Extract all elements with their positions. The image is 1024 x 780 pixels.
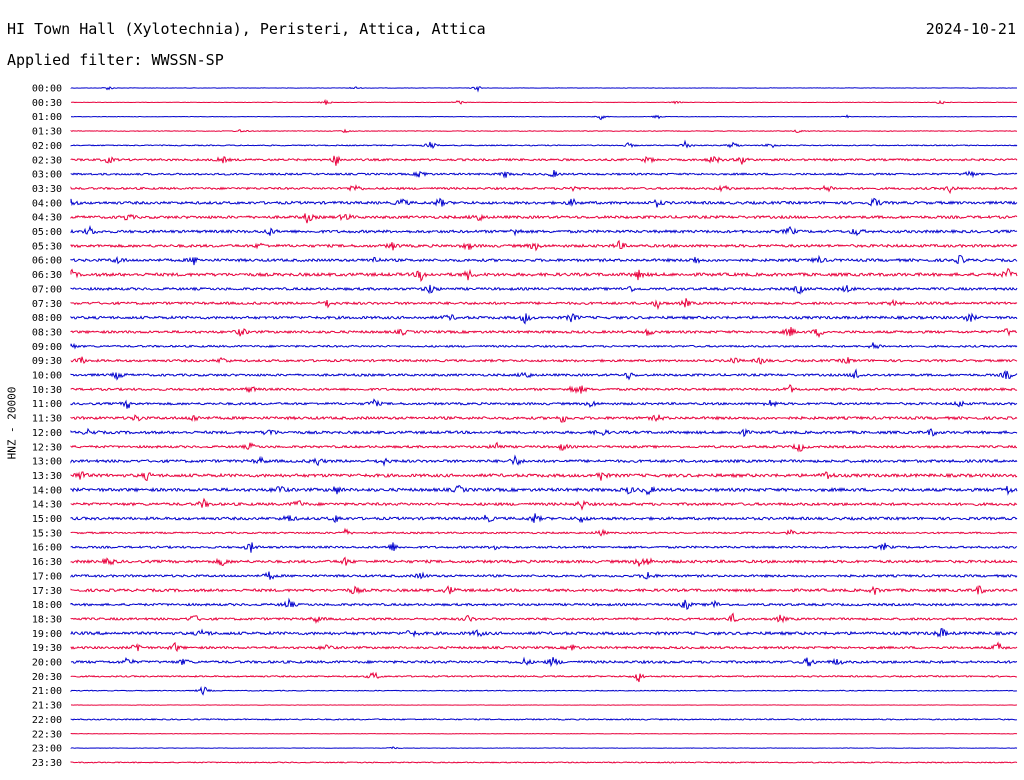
- time-tick-label: 10:00: [32, 371, 62, 382]
- seismogram-trace-0730: [70, 298, 1018, 311]
- seismogram-trace-1730: [70, 585, 1018, 595]
- seismogram-trace-1830: [70, 612, 1018, 624]
- time-tick-label: 22:00: [32, 715, 62, 726]
- time-tick-label: 12:30: [32, 442, 62, 453]
- seismogram-trace-0830: [70, 327, 1018, 339]
- seismogram-trace-1930: [70, 641, 1018, 653]
- time-tick-label: 17:00: [32, 571, 62, 582]
- seismogram-trace-2200: [70, 718, 1018, 721]
- seismogram-trace-0200: [70, 139, 1018, 149]
- time-tick-label: 14:30: [32, 500, 62, 511]
- time-tick-label: 04:00: [32, 198, 62, 209]
- time-tick-label: 07:30: [32, 299, 62, 310]
- seismogram-trace-0330: [70, 184, 1018, 195]
- time-tick-label: 18:30: [32, 614, 62, 625]
- seismogram-trace-1500: [70, 513, 1018, 524]
- time-tick-label: 21:30: [32, 701, 62, 712]
- time-tick-label: 08:30: [32, 327, 62, 338]
- seismogram-trace-0430: [70, 213, 1018, 224]
- time-tick-label: 03:30: [32, 184, 62, 195]
- time-tick-label: 13:30: [32, 471, 62, 482]
- seismogram-trace-0630: [70, 267, 1018, 282]
- time-tick-label: 05:30: [32, 241, 62, 252]
- time-tick-label: 20:30: [32, 672, 62, 683]
- seismogram-trace-0530: [70, 239, 1018, 252]
- seismogram-trace-0900: [70, 342, 1018, 350]
- seismogram-trace-0030: [70, 99, 1018, 105]
- time-tick-label: 01:30: [32, 127, 62, 138]
- date-label: 2024-10-21: [925, 20, 1016, 38]
- seismogram-trace-2100: [70, 685, 1018, 696]
- seismogram-trace-0600: [70, 254, 1018, 266]
- time-tick-label: 07:00: [32, 284, 62, 295]
- station-title: HI Town Hall (Xylotechnia), Peristeri, A…: [7, 20, 486, 38]
- seismogram-trace-2000: [70, 656, 1018, 668]
- seismogram-trace-1030: [70, 383, 1018, 395]
- filter-label: Applied filter: WWSSN-SP: [7, 51, 224, 69]
- time-tick-label: 21:00: [32, 686, 62, 697]
- time-tick-label: 00:30: [32, 98, 62, 109]
- time-tick-label: 09:00: [32, 342, 62, 353]
- time-tick-label: 11:00: [32, 399, 62, 410]
- time-tick-label: 00:00: [32, 84, 62, 95]
- seismogram-trace-0300: [70, 170, 1018, 179]
- time-tick-label: 04:30: [32, 213, 62, 224]
- seismogram-trace-0000: [70, 85, 1018, 93]
- time-tick-label: 22:30: [32, 729, 62, 740]
- seismogram-trace-2300: [70, 746, 1018, 750]
- time-tick-label: 03:00: [32, 170, 62, 181]
- seismogram-trace-0130: [70, 128, 1018, 134]
- seismogram-trace-1100: [70, 398, 1018, 409]
- time-tick-label: 06:00: [32, 256, 62, 267]
- seismogram-trace-2030: [70, 671, 1018, 683]
- seismogram-trace-0800: [70, 312, 1018, 325]
- seismogram-trace-0100: [70, 114, 1018, 121]
- seismogram-trace-1800: [70, 597, 1018, 610]
- seismogram-trace-0930: [70, 356, 1018, 365]
- seismogram-trace-1130: [70, 414, 1018, 423]
- time-tick-label: 18:00: [32, 600, 62, 611]
- seismogram-trace-0700: [70, 284, 1018, 295]
- seismogram-trace-1900: [70, 627, 1018, 638]
- seismogram-trace-1630: [70, 556, 1018, 567]
- time-tick-label: 12:00: [32, 428, 62, 439]
- seismogram-trace-1330: [70, 471, 1018, 482]
- seismogram-trace-1430: [70, 497, 1018, 511]
- time-tick-label: 23:30: [32, 758, 62, 769]
- seismogram-trace-1300: [70, 454, 1018, 467]
- time-tick-label: 11:30: [32, 414, 62, 425]
- seismogram-trace-2330: [70, 761, 1018, 764]
- seismogram-trace-1600: [70, 542, 1018, 553]
- time-tick-label: 15:00: [32, 514, 62, 525]
- time-tick-label: 19:30: [32, 643, 62, 654]
- time-tick-label: 06:30: [32, 270, 62, 281]
- time-tick-label: 16:00: [32, 543, 62, 554]
- time-tick-label: 19:00: [32, 629, 62, 640]
- seismogram-trace-1230: [70, 441, 1018, 453]
- time-tick-label: 17:30: [32, 586, 62, 597]
- time-tick-label: 09:30: [32, 356, 62, 367]
- time-tick-label: 02:30: [32, 155, 62, 166]
- time-tick-label: 13:00: [32, 457, 62, 468]
- seismogram-trace-1200: [70, 427, 1018, 438]
- seismogram-trace-1700: [70, 571, 1018, 580]
- seismogram-trace-1530: [70, 527, 1018, 537]
- time-tick-label: 14:00: [32, 485, 62, 496]
- seismogram-trace-0500: [70, 224, 1018, 237]
- seismogram-trace-1000: [70, 368, 1018, 381]
- seismogram-trace-0400: [70, 197, 1018, 208]
- time-tick-label: 08:00: [32, 313, 62, 324]
- time-tick-label: 02:00: [32, 141, 62, 152]
- time-tick-label: 20:00: [32, 658, 62, 669]
- time-tick-label: 01:00: [32, 112, 62, 123]
- seismogram-trace-1400: [70, 484, 1018, 496]
- time-tick-label: 10:30: [32, 385, 62, 396]
- time-tick-label: 16:30: [32, 557, 62, 568]
- time-tick-label: 05:00: [32, 227, 62, 238]
- seismogram-trace-0230: [70, 155, 1018, 166]
- time-tick-label: 23:00: [32, 744, 62, 755]
- time-tick-label: 15:30: [32, 528, 62, 539]
